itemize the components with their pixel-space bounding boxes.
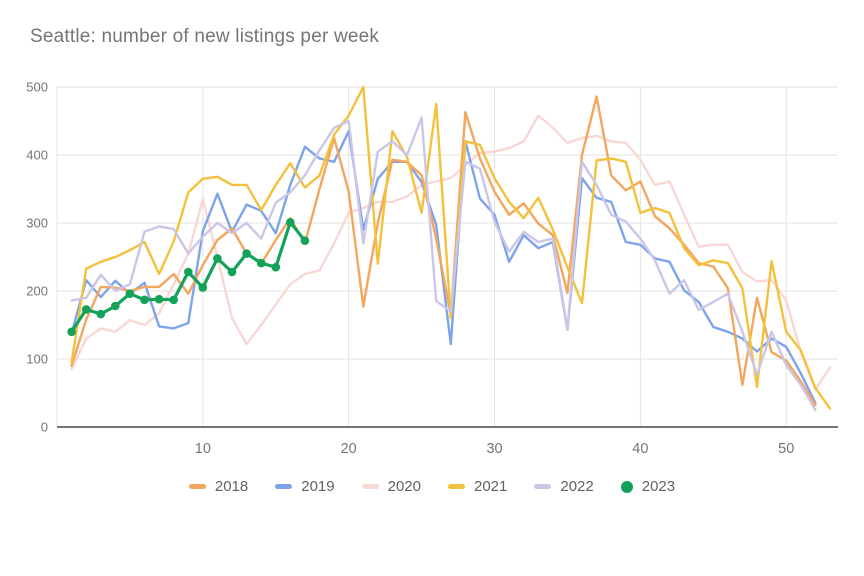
y-tick-label: 500 xyxy=(26,80,48,95)
series-2023-markers xyxy=(67,218,310,337)
legend-label: 2018 xyxy=(214,478,249,495)
series-2021-line xyxy=(70,85,832,410)
legend-swatch-2018 xyxy=(188,484,206,489)
legend-item-2018[interactable]: 2018 xyxy=(188,478,249,495)
legend-swatch-2019 xyxy=(275,484,293,489)
legend-swatch-2020 xyxy=(361,484,379,489)
legend-label: 2019 xyxy=(301,478,335,495)
legend-label: 2022 xyxy=(560,478,594,495)
series-2020-line xyxy=(70,114,832,391)
y-tick-label: 300 xyxy=(26,216,48,231)
line-chart[interactable]: 0 100 200 300 400 500 10 20 30 40 50 xyxy=(0,0,864,470)
legend-item-2021[interactable]: 2021 xyxy=(448,478,507,495)
series-2023-line xyxy=(69,220,307,334)
y-tick-label: 0 xyxy=(41,420,48,435)
legend-label: 2020 xyxy=(387,478,421,495)
series-2022-line xyxy=(70,116,817,412)
legend-swatch-2023 xyxy=(620,480,633,493)
legend-label: 2021 xyxy=(474,478,508,495)
y-tick-label: 200 xyxy=(26,284,48,299)
series-2019-line xyxy=(70,129,817,405)
x-tick-label: 30 xyxy=(486,441,502,457)
x-tick-label: 10 xyxy=(195,441,211,457)
legend-item-2020[interactable]: 2020 xyxy=(361,478,421,495)
y-tick-label: 400 xyxy=(26,148,48,163)
axis-tick-labels: 0 100 200 300 400 500 10 20 30 40 50 xyxy=(26,80,794,458)
legend-label: 2023 xyxy=(641,478,676,495)
legend-swatch-2022 xyxy=(534,484,552,489)
x-tick-label: 40 xyxy=(632,441,648,457)
legend-item-2022[interactable]: 2022 xyxy=(534,478,594,495)
chart-title: Seattle: number of new listings per week xyxy=(30,26,380,47)
x-tick-label: 50 xyxy=(778,441,794,457)
legend-item-2023[interactable]: 2023 xyxy=(620,478,676,495)
legend-item-2019[interactable]: 2019 xyxy=(275,478,335,495)
x-tick-label: 20 xyxy=(341,441,357,457)
legend-swatch-2021 xyxy=(448,484,465,489)
gridlines xyxy=(56,86,838,427)
y-tick-label: 100 xyxy=(26,352,48,367)
legend: 2018 2019 2020 2021 2022 2023 xyxy=(0,478,864,495)
